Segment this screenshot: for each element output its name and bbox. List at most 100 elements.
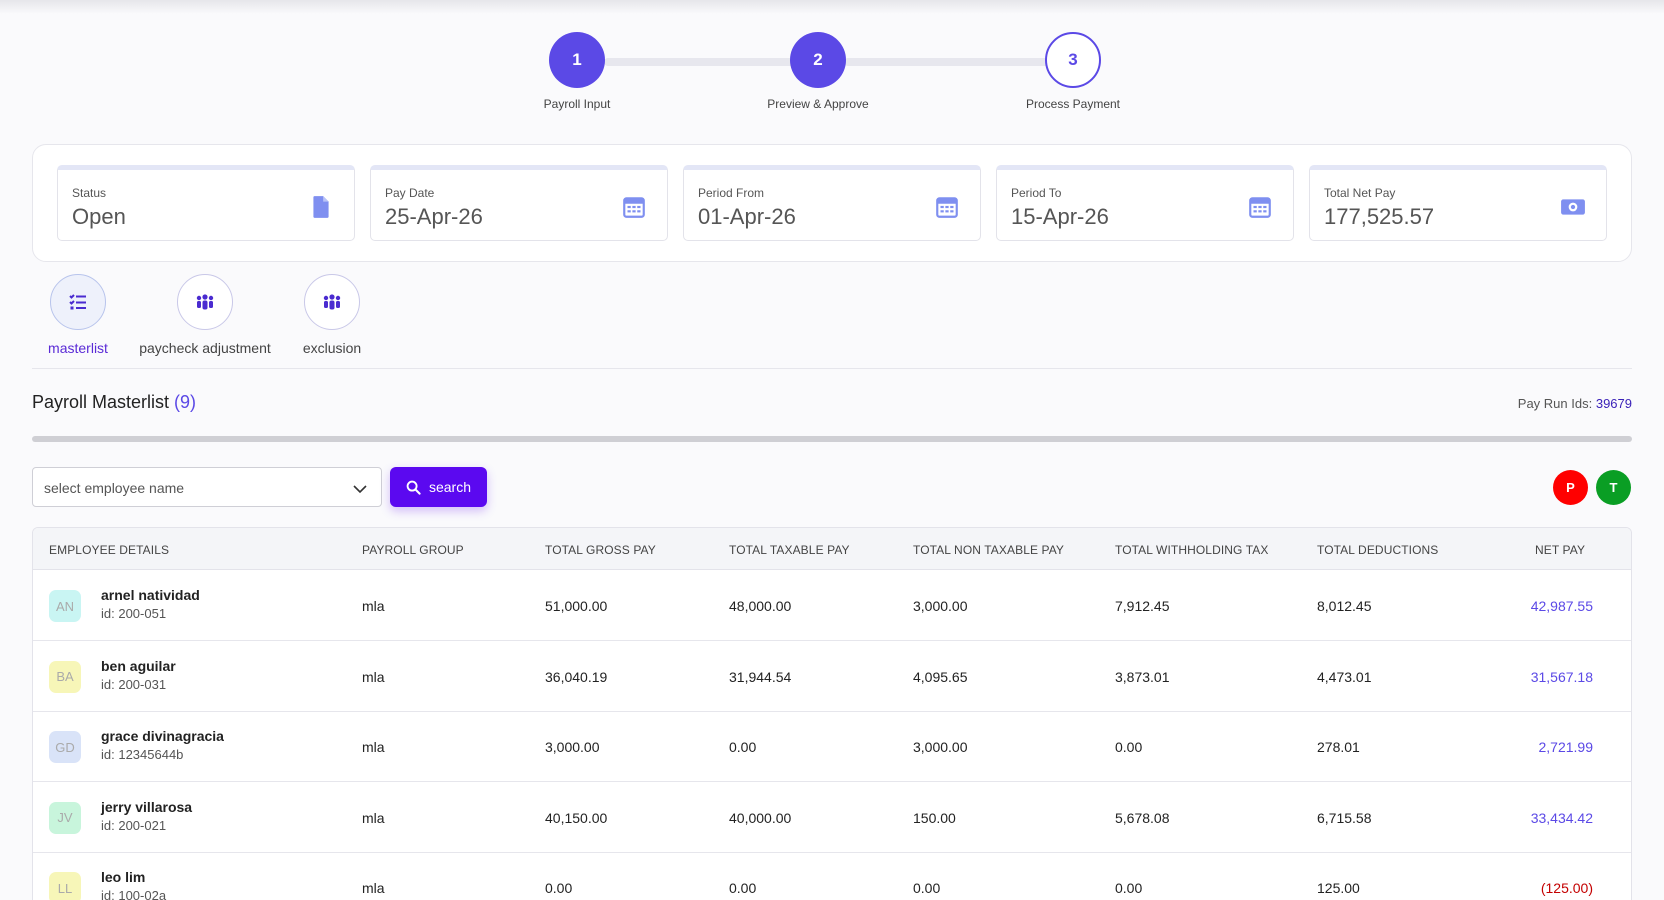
- withholding-tax-cell: 3,873.01: [1115, 668, 1170, 685]
- pay-run-ids: Pay Run Ids: 39679: [1518, 396, 1632, 411]
- pay-run-id: 39679: [1595, 396, 1632, 411]
- pay-run-summary-panel: Status Open Pay Date 25-Apr-26 Period Fr…: [32, 144, 1632, 262]
- status-label: Status: [72, 186, 107, 200]
- avatar: AN: [49, 590, 81, 622]
- users-icon: [304, 274, 360, 330]
- avatar: LL: [49, 872, 81, 900]
- net-pay-cell: 33,434.42: [1530, 809, 1593, 826]
- employee-name[interactable]: arnel natividad: [101, 587, 200, 603]
- avatar: BA: [49, 660, 81, 693]
- total-net-pay-value: 177,525.57: [1324, 204, 1435, 229]
- pay-run-label: Pay Run Ids:: [1517, 396, 1593, 411]
- search-icon: [406, 480, 421, 495]
- taxable-pay-cell: 31,944.54: [729, 668, 792, 685]
- employee-id: id: 200-031: [101, 676, 167, 692]
- net-pay-cell: 31,567.18: [1530, 668, 1593, 685]
- money-icon: [1561, 199, 1585, 215]
- table-row[interactable]: GD grace divinagracia id: 12345644b mla 3,00…: [33, 711, 1631, 782]
- payroll-stepper: 1 Payroll Input 2 Preview & Approve 3 Pr…: [0, 0, 1664, 120]
- total-net-pay-card: Total Net Pay 177,525.57: [1309, 165, 1607, 241]
- col-net-pay[interactable]: NET PAY: [1535, 543, 1586, 557]
- employee-name[interactable]: ben aguilar: [101, 657, 176, 674]
- gross-pay-cell: 3,000.00: [545, 739, 600, 755]
- col-employee-details[interactable]: EMPLOYEE DETAILS: [49, 543, 170, 557]
- period-to-value: 15-Apr-26: [1011, 204, 1109, 229]
- document-icon: [313, 196, 329, 218]
- period-to-label: Period To: [1011, 186, 1062, 200]
- step-2-label: Preview & Approve: [767, 97, 869, 111]
- pay-date-card[interactable]: Pay Date 25-Apr-26: [370, 165, 668, 241]
- step-connector: [604, 58, 804, 66]
- gross-pay-cell: 40,150.00: [545, 809, 608, 826]
- table-row[interactable]: BA ben aguilar id: 200-031 mla 36,040.19 31,9…: [33, 641, 1631, 712]
- withholding-tax-cell: 0.00: [1115, 739, 1143, 755]
- non-taxable-pay-cell: 4,095.65: [913, 668, 968, 685]
- deductions-cell: 6,715.58: [1317, 809, 1372, 826]
- col-total-withholding-tax[interactable]: TOTAL WITHHOLDING TAX: [1115, 543, 1269, 557]
- col-total-taxable-pay[interactable]: TOTAL TAXABLE PAY: [729, 543, 850, 557]
- gross-pay-cell: 36,040.19: [545, 668, 608, 685]
- pay-date-value: 25-Apr-26: [385, 204, 483, 229]
- step-1-label: Payroll Input: [543, 97, 611, 111]
- employee-id: id: 12345644b: [101, 747, 184, 762]
- employee-name[interactable]: jerry villarosa: [101, 798, 193, 815]
- payroll-group-cell: mla: [362, 739, 385, 755]
- step-1-circle[interactable]: 1: [549, 32, 605, 88]
- payroll-group-cell: mla: [362, 668, 385, 685]
- withholding-tax-cell: 5,678.08: [1115, 809, 1170, 826]
- t-badge-button[interactable]: T: [1596, 470, 1631, 505]
- deductions-cell: 4,473.01: [1317, 668, 1372, 685]
- employee-id: id: 200-021: [101, 817, 167, 833]
- period-to-card[interactable]: Period To 15-Apr-26: [996, 165, 1294, 241]
- progress-divider: [32, 436, 1632, 442]
- table-header: EMPLOYEE DETAILS PAYROLL GROUP TOTAL GRO…: [33, 528, 1631, 570]
- list-check-icon: [50, 274, 106, 330]
- gross-pay-cell: 0.00: [545, 880, 573, 896]
- period-from-label: Period From: [698, 186, 765, 200]
- step-3-circle[interactable]: 3: [1045, 32, 1101, 88]
- taxable-pay-cell: 0.00: [729, 880, 757, 896]
- payroll-table: EMPLOYEE DETAILS PAYROLL GROUP TOTAL GRO…: [32, 527, 1632, 900]
- tab-paycheck-adjustment[interactable]: paycheck adjustment: [130, 274, 280, 356]
- taxable-pay-cell: 0.00: [729, 739, 757, 755]
- status-value: Open: [72, 204, 126, 229]
- pay-date-label: Pay Date: [385, 186, 435, 200]
- tab-exclusion-label: exclusion: [302, 340, 362, 356]
- employee-name[interactable]: leo lim: [101, 869, 146, 885]
- col-payroll-group[interactable]: PAYROLL GROUP: [362, 543, 464, 557]
- period-from-card[interactable]: Period From 01-Apr-26: [683, 165, 981, 241]
- top-shadow: [0, 0, 1664, 14]
- payroll-group-cell: mla: [362, 809, 385, 826]
- non-taxable-pay-cell: 3,000.00: [913, 739, 968, 755]
- payroll-group-cell: mla: [362, 880, 385, 896]
- p-badge-button[interactable]: P: [1553, 470, 1588, 505]
- non-taxable-pay-cell: 3,000.00: [913, 598, 968, 614]
- table-row[interactable]: AN arnel natividad id: 200-051 mla 51,000.00…: [33, 570, 1631, 641]
- chevron-down-icon: [353, 485, 367, 494]
- taxable-pay-cell: 40,000.00: [729, 809, 792, 826]
- calendar-icon: [1249, 197, 1271, 218]
- payroll-group-cell: mla: [362, 598, 385, 614]
- avatar: JV: [49, 801, 81, 834]
- tab-masterlist[interactable]: masterlist: [3, 274, 153, 356]
- withholding-tax-cell: 0.00: [1115, 880, 1143, 896]
- step-2-circle[interactable]: 2: [790, 32, 846, 88]
- employee-id: id: 200-051: [101, 606, 167, 621]
- search-button[interactable]: search: [390, 467, 487, 507]
- table-row[interactable]: JV jerry villarosa id: 200-021 mla 40,150.00…: [33, 782, 1631, 853]
- employee-select[interactable]: select employee name: [32, 467, 382, 507]
- col-total-non-taxable-pay[interactable]: TOTAL NON TAXABLE PAY: [913, 543, 1065, 557]
- table-row[interactable]: LL leo lim id: 100-02a mla 0.00 0.00 0.00 0.00 1…: [33, 852, 1631, 900]
- withholding-tax-cell: 7,912.45: [1115, 598, 1170, 614]
- non-taxable-pay-cell: 150.00: [913, 809, 956, 826]
- col-total-deductions[interactable]: TOTAL DEDUCTIONS: [1317, 543, 1439, 557]
- net-pay-cell: 2,721.99: [1538, 739, 1594, 755]
- employee-name[interactable]: grace divinagracia: [101, 728, 224, 744]
- deductions-cell: 125.00: [1317, 880, 1360, 896]
- status-card: Status Open: [57, 165, 355, 241]
- step-3-label: Process Payment: [1025, 97, 1121, 111]
- col-total-gross-pay[interactable]: TOTAL GROSS PAY: [545, 543, 656, 557]
- tab-paycheck-adjustment-label: paycheck adjustment: [139, 340, 271, 356]
- step-connector: [844, 58, 1056, 66]
- tab-exclusion[interactable]: exclusion: [257, 274, 407, 356]
